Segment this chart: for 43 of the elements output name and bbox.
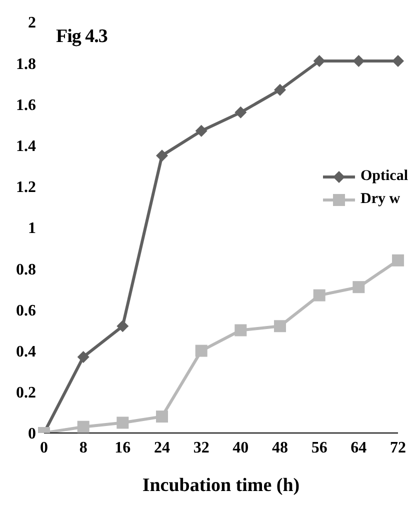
point: [156, 150, 168, 162]
point: [116, 320, 129, 332]
y-tick-label: 0: [28, 426, 36, 443]
x-tick-label: 40: [232, 439, 249, 456]
x-tick-label: 0: [40, 439, 48, 456]
point: [352, 55, 365, 68]
y-tick-label: 0.6: [16, 302, 36, 320]
x-tick-label: 48: [272, 439, 288, 456]
point: [392, 55, 404, 68]
y-tick-label: 2: [28, 14, 36, 32]
x-tick-label: 72: [390, 439, 406, 456]
x-axis-title: Incubation time (h): [142, 475, 300, 496]
x-tick-label: 32: [193, 439, 210, 456]
point: [195, 124, 208, 137]
point: [274, 84, 286, 96]
annotation: Fig 4.3: [56, 26, 108, 48]
y-tick-label: 1.2: [16, 179, 36, 196]
point: [274, 320, 286, 332]
y-tick-label: 1: [28, 220, 36, 238]
x-tick-label: 64: [350, 439, 367, 456]
y-tick-label: 0.4: [16, 343, 36, 360]
x-tick-label: 24: [154, 439, 170, 456]
point: [392, 254, 404, 266]
legend-label: Optical: [360, 168, 408, 185]
point: [195, 344, 208, 357]
y-tick-label: 0.8: [16, 261, 36, 278]
y-tick-label: 0.2: [16, 384, 36, 402]
y-tick-label: 1.4: [16, 138, 36, 155]
point: [77, 420, 90, 433]
x-tick-label: 8: [79, 439, 88, 456]
x-tick-label: 16: [114, 439, 131, 456]
legend-label: Dry w: [360, 191, 400, 208]
y-tick-label: 1.6: [16, 96, 36, 114]
point: [352, 281, 365, 294]
point: [77, 350, 90, 363]
y-tick-label: 1.8: [16, 56, 36, 73]
point: [313, 289, 326, 302]
point: [156, 410, 168, 423]
point: [116, 416, 129, 429]
point: [234, 106, 247, 118]
point: [234, 324, 247, 336]
point: [313, 55, 326, 68]
x-tick-label: 56: [311, 439, 328, 456]
